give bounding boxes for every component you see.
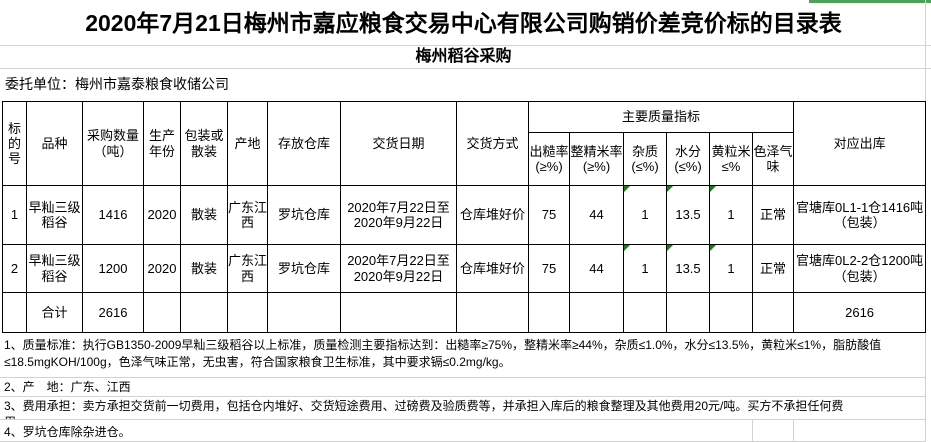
- col-header-impurity[interactable]: 杂质 (≤%): [623, 132, 667, 186]
- cell-head-rice-rate[interactable]: 44: [569, 185, 624, 245]
- col-header-packing[interactable]: 包装或散装: [180, 101, 228, 186]
- table-row: 2 早籼三级稻谷 1200 2020 散装 广东江西 罗坑仓库 2020年7月2…: [2, 244, 927, 293]
- client-unit-label: 委托单位：梅州市嘉泰粮食收储公司: [5, 76, 229, 92]
- cell-color-odor[interactable]: 正常: [751, 244, 795, 293]
- gridline: [0, 377, 925, 378]
- cell-warehouse[interactable]: 罗坑仓库: [267, 244, 341, 293]
- gridline: [925, 333, 926, 442]
- gridline: [0, 396, 925, 397]
- cell-color-odor[interactable]: 正常: [751, 185, 795, 245]
- cell-empty[interactable]: [623, 292, 667, 333]
- col-header-yellow-kernel[interactable]: 黄粒米 ≤%: [709, 132, 753, 186]
- cell-delivery-method[interactable]: 仓库堆好价: [456, 244, 529, 293]
- cell-total-label[interactable]: 合计: [26, 292, 83, 333]
- col-header-delivery-date[interactable]: 交货日期: [340, 101, 457, 186]
- col-header-head-rice-rate[interactable]: 整精米率 (≥%): [569, 132, 624, 186]
- note-origin[interactable]: 2、产 地：广东、江西: [4, 380, 131, 394]
- cell-head-rice-rate[interactable]: 44: [569, 244, 624, 293]
- cell-packing[interactable]: 散装: [180, 185, 228, 245]
- cell-empty[interactable]: [528, 292, 570, 333]
- cell-empty[interactable]: [456, 292, 529, 333]
- col-header-moisture[interactable]: 水分 (≤%): [666, 132, 710, 186]
- gridline: [0, 419, 925, 420]
- cell-total-outbound[interactable]: 2616: [793, 292, 927, 333]
- cell-empty[interactable]: [180, 292, 228, 333]
- note-warehouse-cleaning[interactable]: 4、罗坑仓库除杂进仓。: [4, 425, 131, 439]
- cell-year[interactable]: 2020: [143, 244, 181, 293]
- cell-empty[interactable]: [569, 292, 624, 333]
- cell-quantity[interactable]: 1200: [82, 244, 144, 293]
- cell-packing[interactable]: 散装: [180, 244, 228, 293]
- cell-brown-rice-rate[interactable]: 75: [528, 185, 570, 245]
- cell-quantity[interactable]: 1416: [82, 185, 144, 245]
- cell-empty[interactable]: [751, 292, 795, 333]
- cell-origin[interactable]: 广东江西: [227, 185, 268, 245]
- bid-catalog-table: 标的号 品种 采购数量（吨） 生产年份 包装或散装 产地 存放仓库 交货日期 交…: [2, 101, 927, 333]
- cell-origin[interactable]: 广东江西: [227, 244, 268, 293]
- col-header-delivery-method[interactable]: 交货方式: [456, 101, 529, 186]
- gridline: [925, 0, 926, 101]
- cell-impurity[interactable]: 1: [623, 244, 667, 293]
- cell-empty[interactable]: [666, 292, 710, 333]
- cell-variety[interactable]: 早籼三级稻谷: [26, 244, 83, 293]
- cell-warehouse[interactable]: 罗坑仓库: [267, 185, 341, 245]
- cell-moisture[interactable]: 13.5: [666, 244, 710, 293]
- cell-outbound[interactable]: 官塘库0L1-1仓1416吨（包装）: [793, 185, 927, 245]
- cell-empty[interactable]: [267, 292, 341, 333]
- cell-yellow-kernel[interactable]: 1: [709, 185, 753, 245]
- col-header-outbound[interactable]: 对应出库: [793, 101, 927, 186]
- cell-total-quantity[interactable]: 2616: [82, 292, 144, 333]
- cell-delivery-method[interactable]: 仓库堆好价: [456, 185, 529, 245]
- cell-empty[interactable]: [340, 292, 457, 333]
- cell-brown-rice-rate[interactable]: 75: [528, 244, 570, 293]
- col-header-quality-group[interactable]: 主要质量指标: [527, 101, 795, 133]
- gridline: [793, 419, 794, 442]
- cell-empty[interactable]: [227, 292, 268, 333]
- col-header-color-odor[interactable]: 色泽气味: [751, 132, 795, 186]
- col-header-year[interactable]: 生产年份: [143, 101, 181, 186]
- cell-moisture[interactable]: 13.5: [666, 185, 710, 245]
- cell-variety[interactable]: 早籼三级稻谷: [26, 185, 83, 245]
- cell-bid-no[interactable]: 1: [2, 185, 27, 245]
- cell-bid-no[interactable]: 2: [2, 244, 27, 293]
- col-header-variety[interactable]: 品种: [26, 101, 83, 186]
- total-row: 合计 2616 2616: [2, 292, 927, 333]
- col-header-brown-rice-rate[interactable]: 出糙率 (≥%): [528, 132, 570, 186]
- gridline: [0, 68, 931, 69]
- cell-empty[interactable]: [709, 292, 753, 333]
- cell-delivery-date[interactable]: 2020年7月22日至2020年9月22日: [340, 244, 457, 293]
- table-row: 1 早籼三级稻谷 1416 2020 散装 广东江西 罗坑仓库 2020年7月2…: [2, 185, 927, 245]
- page-subtitle: 梅州稻谷采购: [415, 48, 512, 65]
- cell-empty[interactable]: [2, 292, 27, 333]
- green-cell-strip: [809, 0, 931, 3]
- col-header-origin[interactable]: 产地: [227, 101, 268, 186]
- cell-year[interactable]: 2020: [143, 185, 181, 245]
- col-header-bid-no[interactable]: 标的号: [2, 101, 27, 186]
- col-header-quantity[interactable]: 采购数量（吨）: [82, 101, 144, 186]
- cell-empty[interactable]: [143, 292, 181, 333]
- note-quality-standard[interactable]: 1、质量标准：执行GB1350-2009早籼三级稻谷以上标准，质量检测主要指标达…: [4, 338, 882, 369]
- note-cost-bearing[interactable]: 3、费用承担：卖方承担交货前一切费用，包括仓内堆好、交货短途费用、过磅费及验质费…: [4, 399, 844, 419]
- cell-impurity[interactable]: 1: [623, 185, 667, 245]
- page-title: 2020年7月21日梅州市嘉应粮食交易中心有限公司购销价差竞价标的目录表: [85, 10, 842, 36]
- cell-yellow-kernel[interactable]: 1: [709, 244, 753, 293]
- cell-delivery-date[interactable]: 2020年7月22日至2020年9月22日: [340, 185, 457, 245]
- gridline: [0, 45, 931, 46]
- gridline: [752, 419, 753, 442]
- col-header-warehouse[interactable]: 存放仓库: [267, 101, 341, 186]
- cell-outbound[interactable]: 官塘库0L2-2仓1200吨（包装）: [793, 244, 927, 293]
